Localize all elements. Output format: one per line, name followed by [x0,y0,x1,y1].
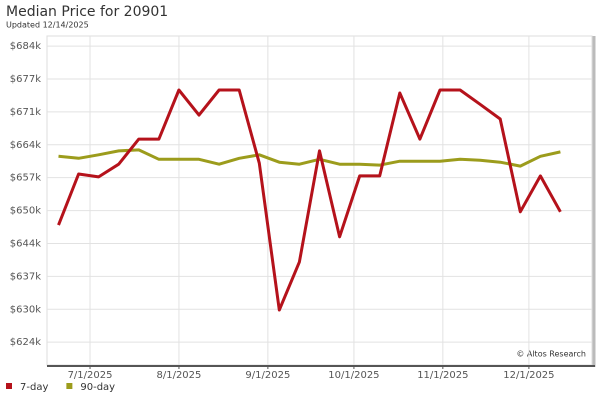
legend-label: 7-day [20,382,48,393]
legend-swatch [6,383,12,389]
x-tick-label: 7/1/2025 [68,370,113,381]
y-tick-label: $664k [10,140,41,151]
y-tick-label: $624k [10,337,41,348]
chart-title: Median Price for 20901 [6,4,168,20]
y-tick-label: $671k [10,107,41,118]
plot-frame [46,35,593,366]
x-tick-label: 9/1/2025 [245,370,290,381]
x-tick-label: 11/1/2025 [417,370,468,381]
y-tick-label: $630k [10,304,41,315]
y-tick-label: $657k [10,173,41,184]
chart-subtitle: Updated 12/14/2025 [6,21,89,30]
annotation: © Altos Research [516,350,586,359]
y-tick-label: $637k [10,271,41,282]
legend-swatch [66,383,73,389]
x-tick-label: 8/1/2025 [156,370,201,381]
y-tick-label: $677k [10,74,41,85]
x-tick-label: 12/1/2025 [503,370,554,381]
y-tick-label: $644k [10,238,41,249]
x-tick-label: 10/1/2025 [328,370,379,381]
y-tick-label: $650k [10,206,41,217]
legend-label: 90-day [80,382,115,393]
line-series [58,148,561,168]
line-series [57,88,562,312]
y-tick-label: $684k [10,41,41,52]
